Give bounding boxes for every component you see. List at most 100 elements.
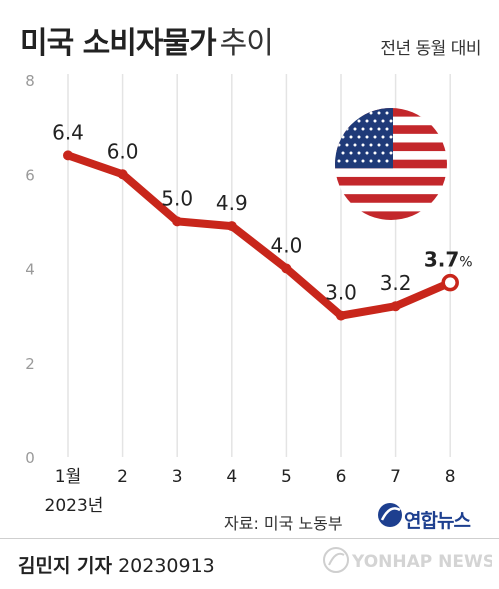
data-point	[117, 169, 128, 180]
flag-star	[357, 151, 361, 155]
y-axis-ticks: 0 2 4 6 8	[25, 72, 35, 467]
flag-star	[389, 119, 393, 123]
series-line-group	[64, 151, 455, 320]
yonhap-logo-icon	[378, 503, 402, 527]
flag-star	[377, 143, 381, 147]
flag-star	[337, 159, 341, 163]
source-note: 자료: 미국 노동부	[224, 514, 343, 533]
flag-star	[357, 119, 361, 123]
data-label: 3.7%	[424, 248, 473, 272]
byline-date: 20230913	[118, 555, 215, 577]
byline: 김민지 기자 20230913	[18, 551, 215, 578]
flag-star	[361, 159, 365, 163]
data-label: 3.0	[325, 281, 357, 305]
flag-star	[337, 111, 341, 115]
flag-star	[365, 151, 369, 155]
data-label: 4.9	[216, 191, 248, 215]
flag-star	[389, 151, 393, 155]
flag-star	[345, 143, 349, 147]
flag-star	[353, 127, 357, 131]
flag-star	[349, 151, 353, 155]
flag-star	[353, 111, 357, 115]
flag-star	[345, 111, 349, 115]
flag-star	[361, 143, 365, 147]
data-points	[63, 150, 459, 321]
series-line	[64, 151, 455, 320]
title-sub-text: 추이	[219, 26, 274, 61]
flag-star	[389, 135, 393, 139]
flag-body	[335, 108, 447, 220]
data-point	[226, 221, 237, 232]
data-point	[336, 310, 346, 321]
x-tick-label: 8	[445, 467, 456, 487]
byline-name: 김민지 기자	[18, 555, 113, 577]
flag-star	[381, 135, 385, 139]
flag-stripe	[335, 194, 447, 204]
flag-star	[337, 127, 341, 131]
flag-star	[385, 127, 389, 131]
flag-star	[369, 127, 373, 131]
x-tick-label: 7	[390, 467, 401, 487]
flag-star	[353, 143, 357, 147]
data-label: 6.4	[52, 120, 84, 144]
data-label: 4.0	[270, 234, 302, 258]
us-flag-icon	[335, 108, 447, 220]
flag-star	[341, 119, 345, 123]
x-tick-label: 2	[117, 467, 128, 487]
data-label: 5.0	[161, 186, 193, 210]
data-point	[63, 150, 73, 161]
flag-star	[373, 135, 377, 139]
data-point	[172, 216, 183, 227]
flag-star	[361, 127, 365, 131]
y-tick-label: 4	[25, 261, 35, 279]
flag-star	[353, 159, 357, 163]
flag-star	[385, 159, 389, 163]
logo-text: 연합뉴스	[404, 510, 471, 532]
flag-star	[369, 111, 373, 115]
footer-divider	[0, 538, 499, 539]
flag-star	[345, 127, 349, 131]
flag-star	[377, 159, 381, 163]
x-tick-label: 3	[172, 467, 183, 487]
flag-star	[381, 119, 385, 123]
flag-stripe	[335, 211, 447, 220]
y-tick-label: 0	[25, 449, 35, 467]
data-label: 3.2	[380, 271, 412, 295]
chart-title: 미국 소비자물가 추이	[20, 18, 274, 62]
flag-star	[341, 151, 345, 155]
data-point	[390, 301, 401, 312]
flag-star	[365, 119, 369, 123]
flag-star	[365, 135, 369, 139]
y-tick-label: 6	[25, 166, 35, 184]
y-tick-label: 8	[25, 72, 35, 90]
flag-star	[349, 119, 353, 123]
data-label: 6.0	[107, 139, 139, 163]
flag-stripe	[335, 202, 447, 212]
unit-note: 전년 동월 대비	[380, 39, 481, 59]
flag-star	[369, 159, 373, 163]
x-tick-label: 4	[226, 467, 237, 487]
flag-stripe	[335, 185, 447, 195]
x-tick-label: 5	[281, 467, 292, 487]
x-tick-label: 6	[336, 467, 347, 487]
flag-star	[357, 135, 361, 139]
flag-star	[369, 143, 373, 147]
flag-stripe	[335, 176, 447, 187]
flag-star	[373, 119, 377, 123]
flag-star	[377, 127, 381, 131]
flag-star	[349, 135, 353, 139]
x-axis-year-label: 2023년	[45, 496, 104, 516]
flag-star	[385, 143, 389, 147]
flag-star	[385, 111, 389, 115]
watermark-text: YONHAP NEWS	[351, 552, 492, 572]
title-main-text: 미국 소비자물가	[20, 26, 217, 61]
flag-star	[377, 111, 381, 115]
flag-star	[361, 111, 365, 115]
flag-star	[345, 159, 349, 163]
flag-star	[337, 143, 341, 147]
yonhap-news-watermark: YONHAP NEWS	[323, 547, 492, 573]
y-tick-label: 2	[25, 355, 35, 373]
flag-stripe	[335, 168, 447, 178]
